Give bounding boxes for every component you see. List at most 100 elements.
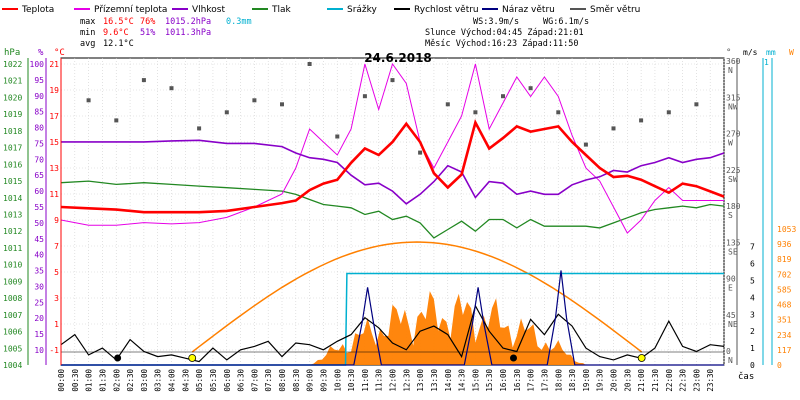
hpa-tick-label: 1009 <box>3 277 22 286</box>
x-tick-label: 05:00 <box>195 369 204 392</box>
stat-max-pressure: 1015.2hPa <box>165 17 211 27</box>
legend-label: Náraz větru <box>502 5 555 15</box>
dir-compass-label: E <box>728 284 733 293</box>
x-tick-label: 23:00 <box>692 369 701 392</box>
x-tick-label: 21:00 <box>637 369 646 392</box>
pct-tick-label: 70 <box>34 155 44 164</box>
wind-direction-dot <box>307 62 312 66</box>
right-axes: ° m/s mm W 1 <box>726 48 794 365</box>
temp-tick-label: 5 <box>54 268 59 277</box>
hpa-tick-label: 1007 <box>3 311 22 320</box>
left-axes: hPa % °C <box>4 48 65 365</box>
temp-tick-label: 1 <box>54 320 59 329</box>
x-tick-label: 14:30 <box>458 369 467 392</box>
pct-axis-label: % <box>38 48 44 58</box>
dir-compass-label: SW <box>728 175 738 184</box>
wind-direction-dot <box>501 94 505 99</box>
dir-tick-label: 0 <box>726 347 731 356</box>
stats-block: max 16.5°C 76% 1015.2hPa 0.3mm min 9.6°C… <box>80 17 589 49</box>
stat-min-pressure: 1011.3hPa <box>165 28 211 38</box>
x-tick-label: 09:30 <box>319 369 328 392</box>
dir-compass-label: N <box>728 356 733 365</box>
pct-tick-label: 35 <box>34 267 44 276</box>
mm-axis-label: mm <box>766 48 776 57</box>
series-vlhkost-line <box>61 139 725 205</box>
w-tick-label: 351 <box>777 316 792 325</box>
hpa-tick-label: 1019 <box>3 110 22 119</box>
series-prizemni-line <box>60 62 724 234</box>
legend-label: Přízemní teplota <box>94 5 167 15</box>
hpa-tick-label: 1006 <box>3 328 22 337</box>
wind-direction-dot <box>335 134 340 139</box>
dir-compass-label: NE <box>728 320 738 329</box>
wind-direction-dot <box>197 126 202 131</box>
temp-tick-label: 21 <box>49 60 59 69</box>
pct-tick-label: 65 <box>34 171 44 180</box>
x-tick-label: 18:00 <box>554 369 563 392</box>
wind-direction-dot <box>390 78 395 83</box>
x-tick-label: 01:30 <box>98 369 107 392</box>
w-axis-label: W <box>789 48 794 57</box>
sun-event-dot <box>637 354 646 362</box>
hpa-tick-label: 1013 <box>3 211 22 220</box>
dir-compass-label: SE <box>728 247 738 256</box>
pct-tick-label: 90 <box>34 92 44 101</box>
x-tick-label: 15:30 <box>485 369 494 392</box>
x-tick-label: 05:30 <box>209 369 218 392</box>
pct-tick-label: 75 <box>34 139 44 148</box>
stat-max-label: max <box>80 17 95 27</box>
legend-label: Tlak <box>271 5 292 15</box>
hpa-tick-label: 1005 <box>3 344 22 353</box>
w-tick-label: 0 <box>777 361 782 370</box>
w-tick-label: 468 <box>777 301 792 310</box>
x-tick-label: 11:30 <box>375 369 384 392</box>
w-tick-label: 702 <box>777 270 792 279</box>
series-rychlost-line <box>60 304 725 363</box>
pct-tick-label: 80 <box>34 124 44 133</box>
wind-direction-dot <box>418 150 423 155</box>
hpa-axis-label: hPa <box>4 48 20 58</box>
legend: Teplota Přízemní teplota Vlhkost Tlak Srážky… <box>2 5 640 15</box>
ms-tick-label: 2 <box>750 327 755 336</box>
pct-tick-label: 20 <box>34 314 44 323</box>
pct-tick-label: 45 <box>34 235 44 244</box>
legend-label: Směr větru <box>590 5 640 15</box>
solar-radiation-fill <box>309 291 586 365</box>
x-tick-label: 09:00 <box>306 369 315 392</box>
x-tick-label: 23:30 <box>706 369 715 392</box>
x-tick-label: 19:30 <box>596 369 605 392</box>
temp-tick-label: 9 <box>54 216 59 225</box>
x-tick-label: 10:00 <box>333 369 342 392</box>
w-tick-label: 585 <box>777 285 792 294</box>
stat-sun-times: Slunce Východ:04:45 Západ:21:01 <box>425 28 584 38</box>
wind-direction-dot <box>86 98 91 103</box>
x-tick-label: 13:00 <box>416 369 425 392</box>
ms-tick-label: 0 <box>750 361 755 370</box>
chart-title: 24.6.2018 <box>364 51 432 65</box>
x-tick-label: 06:00 <box>223 369 232 392</box>
x-tick-label: 17:30 <box>540 369 549 392</box>
pct-tick-label: 40 <box>34 251 44 260</box>
stat-min-temp: 9.6°C <box>103 28 129 38</box>
wind-direction-dot <box>473 110 478 115</box>
dir-tick-label: 315 <box>726 93 741 102</box>
temp-tick-label: 13 <box>49 164 59 173</box>
dir-compass-label: W <box>728 139 733 148</box>
hpa-tick-label: 1012 <box>3 227 22 236</box>
dir-compass-label: N <box>728 66 733 75</box>
moon-event-dot <box>114 354 122 362</box>
x-tick-label: 20:30 <box>623 369 632 392</box>
sun-path-line <box>191 241 643 353</box>
x-tick-label: 02:30 <box>126 369 135 392</box>
wind-direction-dot <box>362 94 367 99</box>
dir-tick-label: 270 <box>726 130 741 139</box>
ms-tick-label: 4 <box>750 293 755 302</box>
hpa-tick-label: 1010 <box>3 261 22 270</box>
wind-direction-dot <box>611 126 616 131</box>
pct-tick-label: 50 <box>34 219 44 228</box>
sun-path-curve <box>61 241 724 353</box>
series-teplota-line <box>60 118 725 214</box>
pct-tick-label: 25 <box>34 298 44 307</box>
temp-tick-label: 15 <box>49 138 59 147</box>
